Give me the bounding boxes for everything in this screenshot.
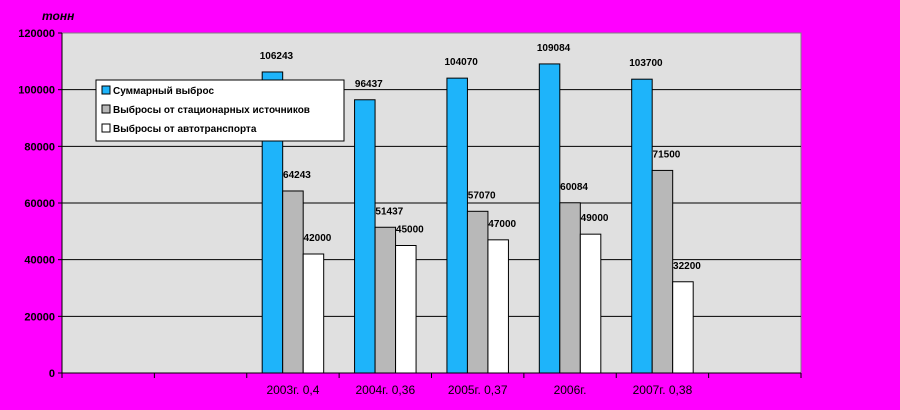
y-tick-label: 80000	[24, 141, 55, 153]
y-tick-label: 0	[49, 368, 55, 380]
bar-stationary	[466, 210, 489, 374]
x-axis: 2003г. 0,4 2004г. 0,36 2005г. 0,37 2006г. 20…	[61, 372, 802, 397]
data-label-stationary: 57070	[468, 190, 496, 201]
y-tick-label: 20000	[24, 311, 55, 323]
bar-stationary	[559, 202, 581, 374]
legend-label-transport: Выбросы от автотранспорта	[113, 123, 257, 135]
bar-transport	[302, 253, 325, 374]
bar-total	[446, 77, 468, 374]
legend-label-total: Суммарный выброс	[113, 85, 214, 97]
bar-total	[538, 63, 561, 374]
x-category-label: 2004г. 0,36	[355, 383, 415, 397]
data-label-total: 103700	[629, 58, 663, 69]
data-label-stationary: 64243	[283, 170, 311, 181]
x-category-label: 2003г. 0,4	[266, 383, 319, 397]
y-unit-label: тонн	[42, 9, 75, 23]
data-label-total: 96437	[355, 79, 383, 90]
y-tick-label: 120000	[18, 28, 55, 40]
bar-total	[354, 99, 376, 374]
y-axis: 0 20000 40000 60000 80000 100000 120000	[18, 28, 63, 380]
bars	[261, 63, 694, 374]
bar-total	[631, 78, 653, 374]
legend-box	[95, 79, 345, 142]
data-label-transport: 49000	[581, 213, 609, 224]
data-label-stationary: 60084	[560, 182, 588, 193]
legend-swatch-total	[101, 85, 111, 95]
data-label-stationary: 51437	[375, 206, 403, 217]
legend-label-stationary: Выбросы от стационарных источников	[113, 104, 310, 116]
x-category-label: 2007г. 0,38	[633, 383, 693, 397]
data-label-transport: 42000	[304, 233, 332, 244]
data-label-total: 104070	[445, 57, 479, 68]
bar-transport	[672, 281, 694, 374]
data-label-total: 106243	[260, 51, 294, 62]
bar-transport	[487, 239, 509, 374]
data-label-transport: 32200	[673, 261, 701, 272]
legend-swatch-stationary	[101, 104, 111, 114]
data-label-stationary: 71500	[653, 149, 681, 160]
x-category-label: 2006г.	[554, 383, 587, 397]
data-labels: 106243 64243 42000 96437 51437 45000 104070 570…	[260, 43, 702, 272]
legend-swatch-transport	[101, 123, 111, 133]
bar-transport	[395, 245, 417, 374]
y-tick-label: 100000	[18, 85, 55, 97]
bar-stationary	[282, 190, 304, 374]
y-tick-label: 40000	[24, 255, 55, 267]
legend: Суммарный выброс Выбросы от стационарных…	[95, 79, 345, 142]
y-tick-label: 60000	[24, 198, 55, 210]
x-category-label: 2005г. 0,37	[448, 383, 508, 397]
data-label-transport: 45000	[396, 225, 424, 236]
bar-transport	[579, 233, 602, 374]
bar-stationary	[651, 169, 674, 374]
data-label-transport: 47000	[488, 219, 516, 230]
data-label-total: 109084	[537, 43, 571, 54]
bar-stationary	[374, 226, 397, 374]
